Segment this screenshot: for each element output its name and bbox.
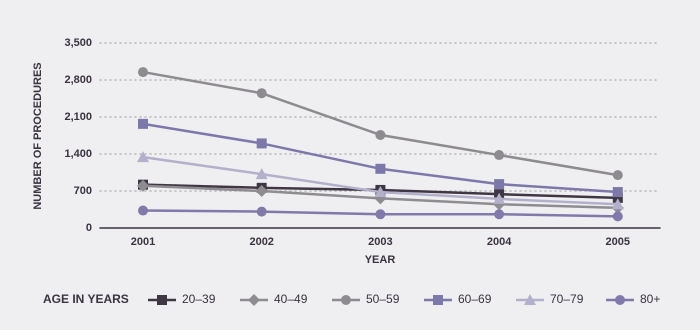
- point: [494, 179, 505, 190]
- point: [375, 209, 386, 220]
- point: [138, 205, 148, 216]
- y-tick-label: 2,800: [64, 74, 92, 86]
- legend-marker: [433, 295, 443, 305]
- x-tick-label: 2002: [249, 236, 273, 248]
- point: [493, 192, 506, 204]
- point: [494, 209, 505, 220]
- point: [137, 151, 149, 163]
- point: [374, 186, 387, 198]
- x-tick-label: 2003: [368, 236, 392, 248]
- point: [612, 187, 623, 198]
- x-tick-label: 2001: [131, 236, 155, 248]
- y-tick-label: 0: [86, 222, 92, 234]
- y-axis-title: NUMBER OF PROCEDURES: [32, 62, 44, 209]
- y-tick-label: 1,400: [64, 148, 92, 160]
- legend-label: 20–39: [182, 292, 216, 306]
- point: [256, 206, 267, 217]
- legend-marker: [248, 294, 260, 306]
- point: [612, 170, 623, 181]
- point: [612, 192, 623, 203]
- point: [138, 118, 148, 129]
- point: [494, 150, 505, 161]
- legend-label: 70–79: [550, 292, 584, 306]
- point: [137, 179, 149, 192]
- y-tick-label: 3,500: [64, 37, 92, 49]
- legend-title: AGE IN YEARS: [43, 292, 129, 306]
- point: [612, 211, 623, 222]
- legend-marker: [615, 295, 625, 305]
- y-tick-label: 2,100: [64, 111, 92, 123]
- y-tick-label: 700: [74, 185, 92, 197]
- legend-label: 50–59: [366, 292, 400, 306]
- x-axis-title: YEAR: [365, 254, 396, 266]
- legend-label: 80+: [640, 292, 660, 306]
- legend-marker: [524, 294, 536, 305]
- legend-marker: [341, 295, 351, 305]
- point: [375, 129, 386, 140]
- point: [255, 185, 268, 197]
- point: [255, 168, 268, 180]
- x-tick-label: 2005: [606, 236, 630, 248]
- legend-label: 40–49: [274, 292, 308, 306]
- point: [256, 138, 267, 149]
- legend-marker: [157, 295, 167, 305]
- point: [611, 198, 624, 210]
- point: [138, 67, 148, 78]
- legend-label: 60–69: [458, 292, 492, 306]
- x-tick-label: 2004: [487, 236, 512, 248]
- point: [375, 163, 386, 174]
- point: [256, 88, 267, 99]
